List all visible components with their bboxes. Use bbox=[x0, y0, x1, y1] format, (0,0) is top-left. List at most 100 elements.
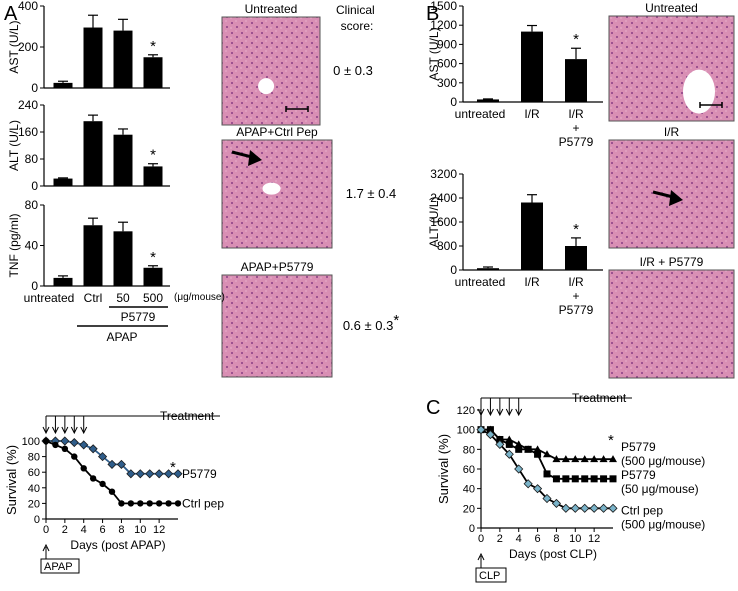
significance-mark: * bbox=[150, 249, 156, 266]
y-tick-label: 20 bbox=[463, 503, 475, 515]
data-point bbox=[570, 503, 580, 513]
series-sublabel: (500 μg/mouse) bbox=[621, 517, 705, 531]
panel-label-a: A bbox=[4, 3, 18, 25]
data-point bbox=[135, 469, 145, 479]
group-label: P5779 bbox=[121, 310, 156, 324]
y-tick-label: 240 bbox=[18, 98, 38, 112]
data-point bbox=[154, 469, 164, 479]
category-label: untreated bbox=[24, 291, 75, 305]
y-tick-label: 600 bbox=[437, 57, 457, 71]
data-point bbox=[571, 475, 579, 483]
data-point bbox=[580, 503, 590, 513]
origin-arrowhead-icon bbox=[42, 543, 50, 552]
data-point bbox=[534, 450, 542, 458]
y-tick-label: 40 bbox=[463, 484, 475, 496]
clinical-score: 0 ± 0.3 bbox=[333, 63, 373, 78]
x-tick-label: 4 bbox=[516, 533, 522, 545]
data-point bbox=[116, 459, 126, 469]
y-tick-label: 1500 bbox=[430, 0, 457, 13]
category-label-line: + bbox=[572, 121, 579, 135]
bar bbox=[53, 82, 73, 88]
data-point bbox=[600, 475, 608, 483]
category-label-line: P5779 bbox=[559, 303, 594, 317]
significance-mark: * bbox=[573, 221, 579, 238]
data-point bbox=[165, 500, 172, 507]
y-tick-label: 0 bbox=[469, 523, 475, 535]
clinical-score-label: Clinical score: bbox=[336, 3, 378, 33]
y-tick-label: 0 bbox=[34, 514, 40, 526]
data-point bbox=[608, 503, 618, 513]
y-axis-label: ALT (U/L) bbox=[427, 197, 441, 248]
y-tick-label: 100 bbox=[22, 436, 40, 448]
y-axis-label: AST (U/L) bbox=[427, 27, 441, 80]
x-tick-label: 2 bbox=[497, 533, 503, 545]
treatment-arrowhead-icon bbox=[515, 408, 523, 417]
histology-image bbox=[221, 16, 321, 126]
category-label: I/R bbox=[524, 275, 540, 289]
x-axis-label: Days (post APAP) bbox=[70, 538, 165, 552]
bar bbox=[83, 27, 103, 88]
y-tick-label: 80 bbox=[25, 152, 39, 166]
origin-arrowhead-icon bbox=[477, 552, 485, 561]
data-point bbox=[552, 475, 560, 483]
origin-label: APAP bbox=[44, 561, 73, 573]
panel-label-b: B bbox=[426, 3, 439, 25]
y-axis-label: ALT (U/L) bbox=[7, 120, 21, 171]
bar bbox=[565, 246, 587, 270]
vessel-lumen bbox=[683, 69, 715, 114]
category-label: untreated bbox=[455, 107, 506, 121]
y-tick-label: 0 bbox=[31, 179, 38, 193]
data-point bbox=[543, 470, 551, 478]
y-tick-label: 100 bbox=[457, 425, 475, 437]
bar bbox=[143, 166, 163, 186]
y-tick-label: 60 bbox=[463, 464, 475, 476]
data-point bbox=[504, 449, 514, 459]
treatment-arrowhead-icon bbox=[496, 408, 504, 417]
data-point bbox=[542, 493, 552, 504]
histology-panel-b: Untreated I/R I/R + P5779 bbox=[608, 1, 735, 379]
data-point bbox=[146, 500, 153, 507]
category-label-line: + bbox=[572, 289, 579, 303]
significance-mark: * bbox=[393, 312, 399, 329]
histology-image bbox=[221, 139, 333, 249]
treatment-arrowhead-icon bbox=[477, 408, 485, 417]
origin-box bbox=[475, 567, 507, 583]
series-label: P5779 bbox=[621, 468, 656, 482]
data-point bbox=[107, 459, 117, 469]
x-tick-label: 10 bbox=[569, 533, 581, 545]
bar bbox=[521, 202, 543, 270]
category-label: I/R bbox=[524, 107, 540, 121]
data-point bbox=[486, 426, 494, 434]
histology-image bbox=[608, 269, 735, 379]
data-point bbox=[52, 441, 59, 449]
y-axis-label: TNF (pg/ml) bbox=[7, 214, 21, 278]
origin-label: CLP bbox=[479, 570, 500, 582]
data-point bbox=[581, 475, 589, 483]
x-tick-label: 6 bbox=[535, 533, 541, 545]
data-point bbox=[533, 484, 543, 494]
clinical-score-line-2: score: bbox=[341, 19, 374, 33]
data-point bbox=[118, 500, 125, 507]
data-point bbox=[164, 469, 174, 479]
data-point bbox=[98, 452, 108, 462]
bar bbox=[83, 121, 103, 186]
unit-label: (μg/mouse) bbox=[174, 292, 225, 303]
y-axis-label: Survival (%) bbox=[436, 434, 451, 504]
data-point bbox=[127, 500, 135, 507]
data-point bbox=[561, 503, 571, 513]
treatment-arrowhead-icon bbox=[42, 426, 50, 435]
data-point bbox=[590, 455, 599, 463]
data-point bbox=[561, 455, 570, 463]
y-tick-label: 40 bbox=[25, 239, 39, 253]
panel-label-c: C bbox=[426, 397, 440, 419]
y-tick-label: 0 bbox=[450, 263, 457, 277]
treatment-arrowhead-icon bbox=[70, 426, 78, 435]
x-tick-label: 12 bbox=[588, 533, 600, 545]
data-point bbox=[543, 450, 551, 458]
series-sublabel: (500 μg/mouse) bbox=[621, 454, 705, 468]
vessel-lumen bbox=[262, 182, 281, 195]
category-label-line: I/R bbox=[568, 107, 584, 121]
treatment-arrowhead-icon bbox=[61, 426, 69, 435]
y-tick-label: 120 bbox=[457, 405, 475, 417]
significance-mark: * bbox=[150, 38, 156, 55]
